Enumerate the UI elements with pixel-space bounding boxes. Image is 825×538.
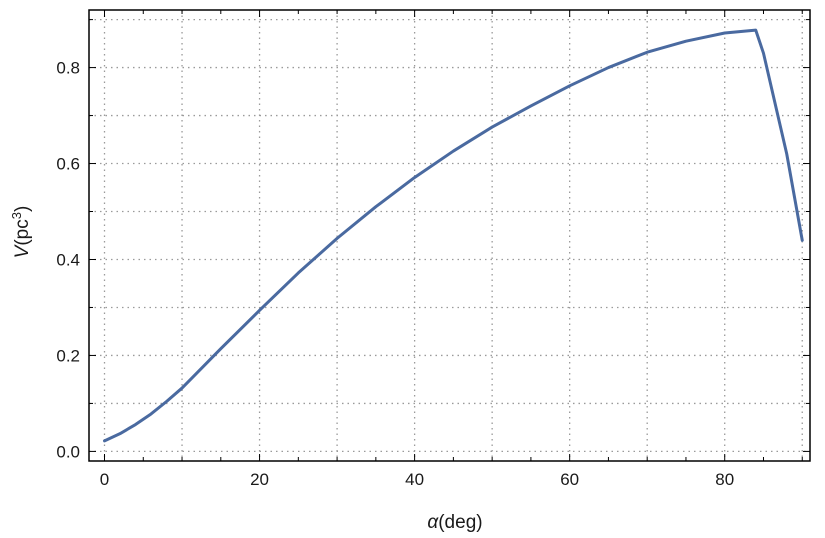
grid [89, 10, 810, 461]
y-axis-symbol: V [12, 243, 33, 258]
plot-frame [88, 9, 811, 462]
y-axis-unit: (pc [12, 219, 33, 245]
y-axis-unit-exponent: 3 [9, 212, 24, 219]
y-tick-label: 0.0 [56, 442, 80, 461]
y-tick-label: 0.2 [56, 346, 80, 365]
series-line [103, 28, 804, 443]
x-tick-label: 40 [405, 470, 424, 489]
y-axis-label: V(pc3) [9, 206, 33, 259]
x-tick-label: 0 [100, 470, 109, 489]
ticks [89, 10, 810, 461]
y-tick-label: 0.4 [56, 250, 80, 269]
x-axis-symbol: α [427, 512, 439, 533]
y-tick-label: 0.6 [56, 155, 80, 174]
x-axis-unit: (deg) [438, 512, 482, 533]
x-axis-label: α(deg) [427, 512, 482, 533]
x-tick-label: 80 [715, 470, 734, 489]
x-tick-label: 60 [560, 470, 579, 489]
y-tick-label: 0.8 [56, 59, 80, 78]
series-layer [103, 28, 804, 443]
y-axis-unit-close: ) [12, 206, 33, 212]
x-tick-label: 20 [250, 470, 269, 489]
tick-labels: 0 20 40 60 80 0.0 0.2 0.4 0.6 0.8 [56, 59, 734, 489]
